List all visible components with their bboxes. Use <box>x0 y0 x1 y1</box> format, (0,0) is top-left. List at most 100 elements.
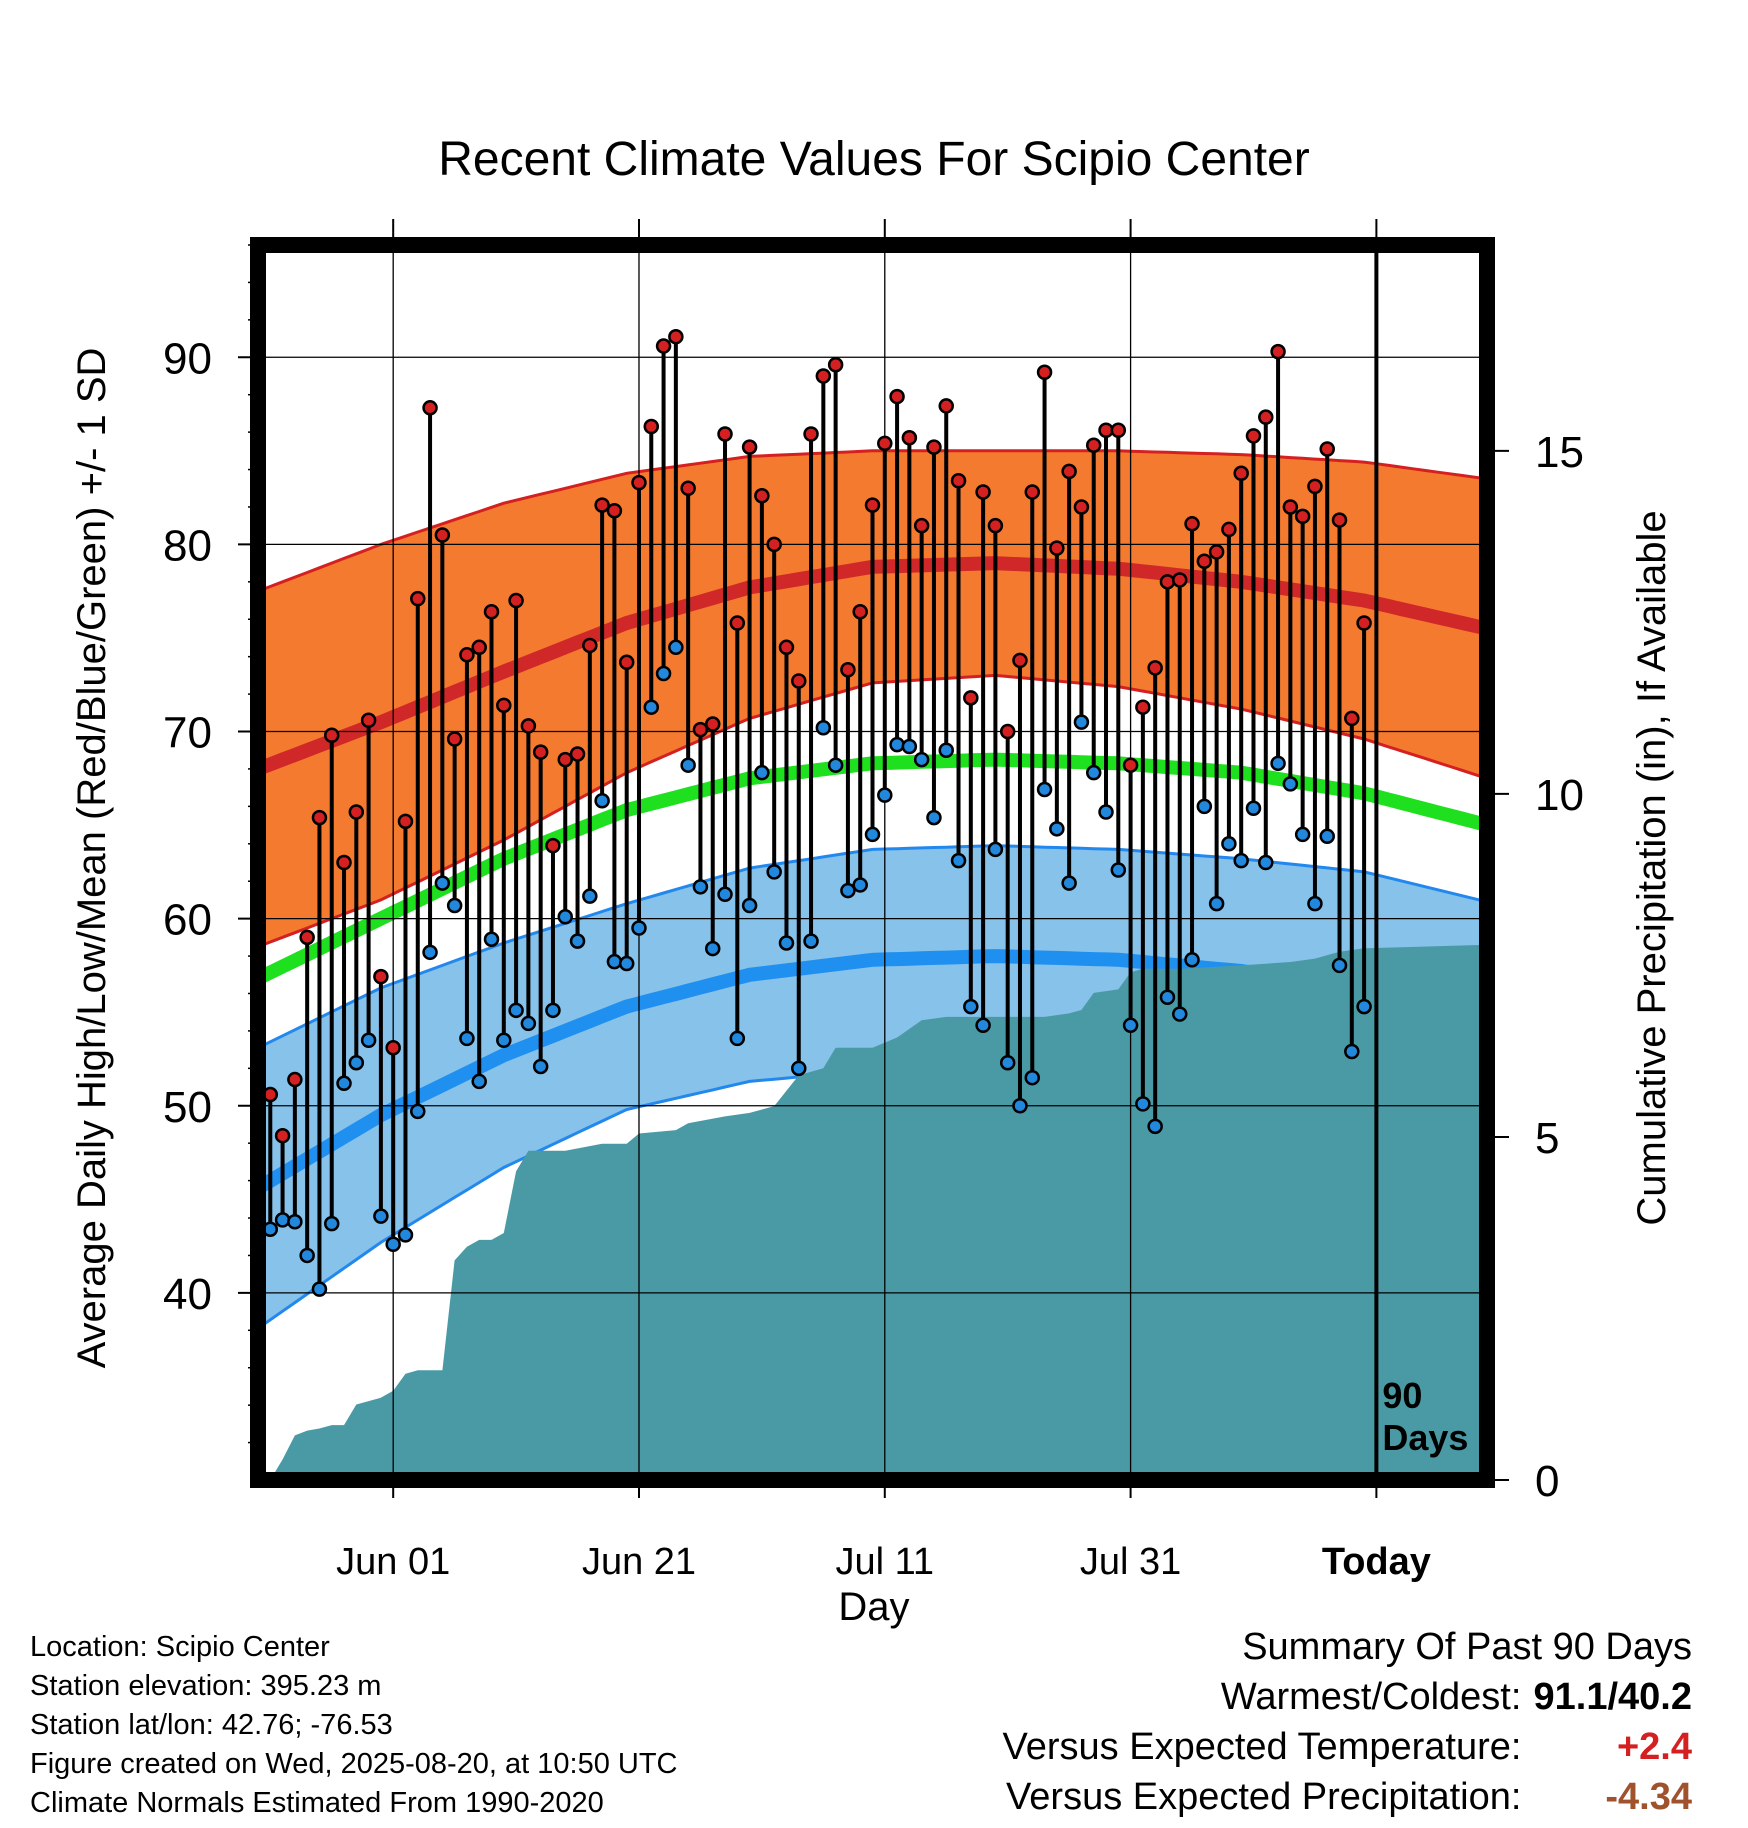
low-point <box>545 1002 561 1019</box>
high-point <box>287 1071 303 1088</box>
high-point <box>1233 465 1249 482</box>
low-point <box>1344 1043 1360 1060</box>
high-point <box>520 718 537 734</box>
low-point <box>471 1073 487 1090</box>
low-point <box>741 897 758 914</box>
high-point <box>1258 409 1274 425</box>
y2-axis-label: Cumulative Precipitation (in), If Availa… <box>1630 510 1674 1225</box>
high-point <box>1159 574 1176 590</box>
low-point <box>889 736 905 753</box>
low-point <box>655 665 672 682</box>
summary-warmest-row: Warmest/Coldest: 91.1/40.2 <box>792 1672 1692 1722</box>
high-point <box>999 723 1016 740</box>
low-point <box>397 1227 414 1243</box>
high-point <box>815 368 832 384</box>
high-sd-upper-edge <box>258 449 1487 593</box>
low-point <box>926 809 942 826</box>
high-point <box>631 474 647 491</box>
low-point <box>791 1060 807 1077</box>
temp-label: Versus Expected Temperature: <box>1002 1726 1522 1768</box>
high-point <box>692 721 709 738</box>
high-point <box>1135 699 1151 715</box>
low-point <box>827 757 844 773</box>
low-point <box>1184 952 1200 968</box>
high-point <box>987 517 1004 534</box>
high-point <box>1221 521 1237 538</box>
low-point <box>680 757 696 773</box>
low-point <box>668 639 684 656</box>
high-point <box>582 637 598 654</box>
low-point <box>1233 852 1249 869</box>
low-point <box>287 1214 303 1230</box>
warmest-value: 91.1/40.2 <box>1533 1676 1692 1718</box>
high-point <box>323 727 340 744</box>
low-point <box>852 877 868 893</box>
low-point <box>1196 798 1213 815</box>
low-point <box>1331 957 1348 974</box>
low-point <box>754 764 770 781</box>
summary-temp-row: Versus Expected Temperature: +2.4 <box>792 1722 1692 1772</box>
high-point <box>496 697 512 714</box>
low-point <box>311 1281 328 1297</box>
low-point <box>766 864 782 880</box>
high-point <box>877 435 893 452</box>
low-point <box>1135 1096 1151 1112</box>
y-tick-label: 50 <box>163 1083 212 1132</box>
low-point <box>938 742 954 758</box>
high-point <box>852 604 868 620</box>
low-point <box>274 1212 291 1228</box>
high-point <box>1049 540 1065 556</box>
low-point <box>1245 800 1262 816</box>
high-point <box>483 604 500 620</box>
low-point <box>950 852 967 869</box>
today-marker-label-line2: Days <box>1382 1417 1468 1458</box>
today-marker-label-line1: 90 <box>1382 1375 1422 1416</box>
x-tick-label: Jun 01 <box>336 1541 450 1583</box>
low-point <box>1036 781 1053 798</box>
high-point <box>1073 499 1090 515</box>
cumulative-precip-area <box>258 944 1487 1480</box>
high-point <box>1036 364 1053 380</box>
high-point <box>471 639 487 656</box>
y-tick-label: 80 <box>163 521 212 570</box>
low-point <box>729 1030 746 1047</box>
low-point <box>594 793 610 809</box>
high-point <box>459 647 475 663</box>
low-point <box>1356 998 1372 1015</box>
low-point <box>446 897 463 914</box>
low-point <box>1122 1017 1139 1034</box>
high-point <box>1307 478 1323 495</box>
low-point <box>483 931 500 947</box>
low-point <box>840 882 856 899</box>
location-text: Location: Scipio Center <box>30 1631 330 1663</box>
high-point <box>1147 660 1163 676</box>
low-point <box>520 1015 537 1032</box>
high-point <box>1184 516 1200 532</box>
low-point <box>1110 862 1127 878</box>
high-point <box>1122 757 1139 773</box>
low-point <box>557 909 573 925</box>
x-axis-label: Day <box>838 1585 909 1629</box>
low-point <box>385 1236 401 1252</box>
high-point <box>913 517 930 534</box>
y2-tick-label: 15 <box>1535 428 1584 477</box>
low-point <box>963 998 979 1015</box>
high-point <box>1061 463 1077 480</box>
low-point <box>496 1032 512 1049</box>
high-point <box>655 338 672 354</box>
high-point <box>274 1127 291 1144</box>
high-point <box>827 357 844 373</box>
y-axis-label: Average Daily High/Low/Mean (Red/Blue/Gr… <box>70 348 114 1369</box>
high-point <box>532 744 549 760</box>
temp-value: +2.4 <box>1616 1726 1692 1768</box>
high-point <box>1245 428 1262 444</box>
low-point <box>803 933 819 949</box>
low-point <box>975 1017 991 1034</box>
warmest-label: Warmest/Coldest: <box>1220 1676 1522 1718</box>
high-point <box>1344 710 1360 727</box>
high-point <box>680 480 696 497</box>
latlon-text: Station lat/lon: 42.76; -76.53 <box>30 1709 393 1741</box>
high-point <box>1085 437 1102 453</box>
